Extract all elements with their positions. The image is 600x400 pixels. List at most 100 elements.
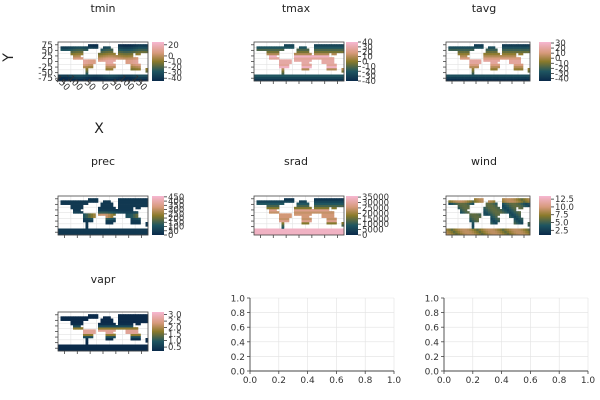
heatmap-cell: [78, 206, 81, 210]
heatmap-cell: [497, 232, 500, 236]
heatmap-cell: [113, 213, 116, 216]
heatmap-cell: [138, 206, 141, 210]
heatmap-cell: [509, 202, 512, 205]
heatmap-cell: [485, 59, 489, 62]
heatmap-cell: [450, 202, 454, 205]
heatmap-cell: [299, 74, 302, 77]
heatmap-cell: [75, 202, 79, 205]
heatmap-cell: [291, 228, 295, 231]
heatmap-cell: [478, 44, 482, 47]
heatmap-cell: [85, 340, 89, 343]
heatmap-cell: [115, 78, 119, 82]
heatmap-cell: [130, 68, 134, 71]
heatmap-cell: [133, 333, 136, 337]
heatmap-cell: [123, 55, 126, 58]
heatmap-cell: [105, 327, 109, 330]
heatmap-cell: [98, 78, 101, 82]
heatmap-cell: [145, 344, 149, 347]
heatmap-cell: [63, 78, 66, 82]
heatmap-cell: [125, 202, 129, 205]
heatmap-cell: [284, 76, 287, 80]
heatmap-cell: [329, 200, 332, 203]
heatmap-cell: [271, 206, 275, 210]
heatmap-cell: [455, 230, 458, 234]
colorbar-tick-label: -10: [362, 62, 376, 72]
heatmap-cell: [65, 232, 69, 236]
heatmap-cell: [490, 68, 493, 71]
colorbar-tick-label: -30: [168, 69, 182, 79]
heatmap-cell: [316, 230, 320, 234]
heatmap-cell: [525, 78, 528, 82]
heatmap-cell: [88, 198, 91, 201]
colorbar: [346, 196, 358, 235]
heatmap-cell: [90, 228, 94, 231]
heatmap-cell: [281, 228, 285, 231]
heatmap-cell: [474, 63, 477, 67]
heatmap-cell: [133, 48, 136, 51]
heatmap-cell: [281, 74, 285, 77]
heatmap-cell: [75, 209, 79, 212]
heatmap-cell: [284, 198, 287, 201]
heatmap-cell: [83, 335, 86, 339]
heatmap-cell: [331, 74, 335, 77]
heatmap-cell: [103, 48, 106, 51]
heatmap-cell: [446, 76, 449, 80]
heatmap-cell: [130, 50, 134, 54]
heatmap-cell: [476, 219, 479, 223]
heatmap-cell: [329, 50, 332, 54]
heatmap-cell: [326, 57, 330, 60]
heatmap-cell: [85, 329, 89, 332]
heatmap-cell: [511, 50, 514, 54]
heatmap-cell: [90, 213, 94, 216]
heatmap-cell: [319, 232, 322, 236]
heatmap-cell: [509, 48, 512, 51]
heatmap-cell: [98, 209, 101, 212]
heatmap-cell: [98, 228, 101, 231]
colorbar-tick-label: 30: [555, 39, 566, 49]
heatmap-cell: [83, 333, 86, 337]
heatmap-cell: [276, 228, 280, 231]
heatmap-cell: [525, 228, 528, 231]
heatmap-cell: [513, 76, 517, 80]
heatmap-cell: [63, 318, 66, 321]
heatmap-cell: [143, 320, 146, 324]
heatmap-cell: [130, 322, 134, 326]
heatmap-cell: [492, 61, 496, 64]
heatmap-cell: [485, 209, 489, 212]
heatmap-cell: [63, 232, 66, 236]
heatmap-cell: [289, 61, 292, 64]
heatmap-cell: [281, 61, 285, 64]
heatmap-cell: [60, 318, 64, 321]
heatmap-cell: [289, 46, 292, 49]
heatmap-cell: [65, 48, 69, 51]
heatmap-cell: [63, 230, 66, 234]
heatmap-cell: [513, 74, 517, 77]
heatmap-cell: [497, 59, 500, 62]
heatmap-cell: [460, 202, 463, 205]
heatmap-cell: [133, 74, 136, 77]
heatmap-cell: [123, 228, 126, 231]
heatmap-cell: [520, 198, 524, 201]
heatmap-cell: [80, 318, 84, 321]
heatmap-cell: [85, 215, 89, 218]
heatmap-cell: [527, 44, 531, 47]
heatmap-cell: [326, 198, 330, 201]
heatmap-cell: [336, 48, 340, 51]
heatmap-cell: [266, 46, 270, 49]
heatmap-cell: [471, 228, 475, 231]
heatmap-cell: [98, 322, 101, 326]
heatmap-cell: [133, 318, 136, 321]
heatmap-cell: [103, 52, 106, 56]
heatmap-cell: [336, 78, 340, 82]
heatmap-cell: [502, 48, 505, 51]
heatmap-cell: [289, 213, 292, 216]
heatmap-cell: [306, 217, 310, 221]
heatmap-cell: [133, 230, 136, 234]
heatmap-cell: [321, 50, 325, 54]
heatmap-cell: [145, 348, 149, 352]
heatmap-cell: [103, 348, 106, 352]
colorbar-tick-label: 3.0: [168, 311, 182, 321]
heatmap-cell: [481, 46, 484, 49]
heatmap-cell: [78, 327, 81, 330]
heatmap-cell: [130, 57, 134, 60]
